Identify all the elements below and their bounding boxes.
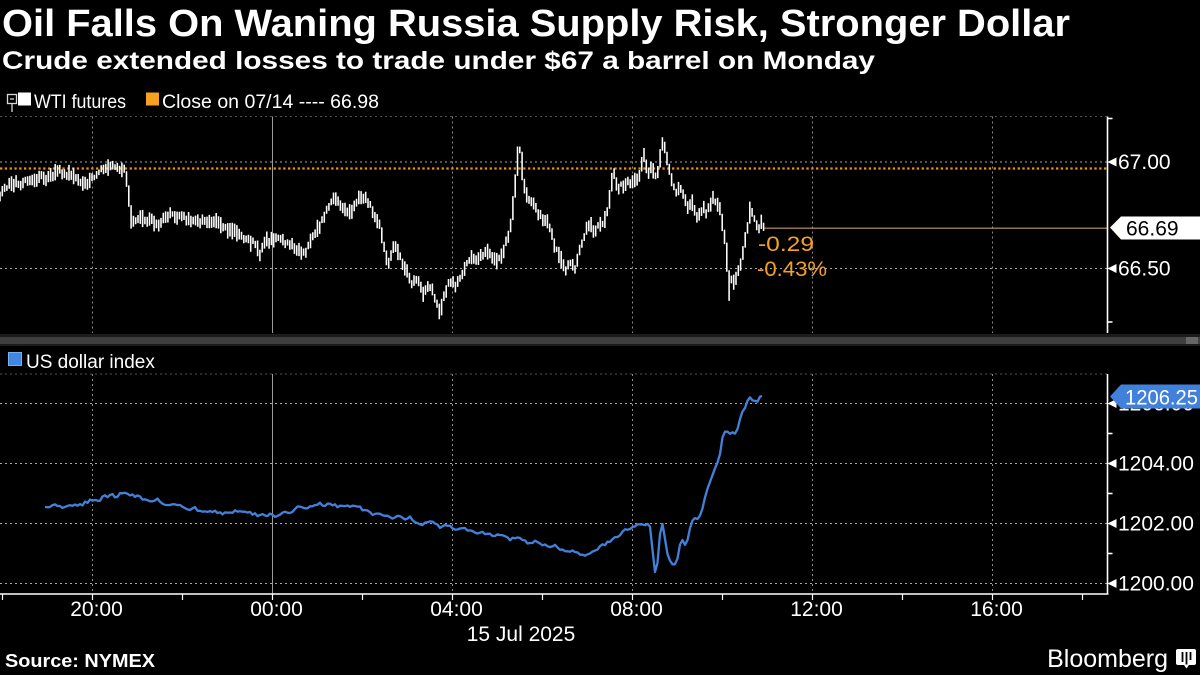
svg-text:1202.00: 1202.00 [1118, 513, 1194, 536]
svg-text:66.69: 66.69 [1126, 218, 1179, 241]
svg-text:00:00: 00:00 [250, 598, 303, 621]
svg-text:Source: NYMEX: Source: NYMEX [5, 651, 155, 671]
svg-text:15 Jul 2025: 15 Jul 2025 [467, 623, 576, 646]
svg-text:WTI futures: WTI futures [34, 92, 126, 113]
svg-text:US dollar index: US dollar index [26, 352, 155, 373]
svg-text:Oil Falls On Waning Russia Sup: Oil Falls On Waning Russia Supply Risk, … [2, 3, 1070, 45]
svg-text:-0.29: -0.29 [758, 233, 814, 256]
svg-text:66.50: 66.50 [1118, 258, 1171, 281]
svg-text:20:00: 20:00 [70, 598, 123, 621]
svg-text:12:00: 12:00 [790, 598, 843, 621]
svg-text:08:00: 08:00 [610, 598, 663, 621]
svg-text:1204.00: 1204.00 [1118, 453, 1194, 476]
svg-text:67.00: 67.00 [1118, 151, 1171, 174]
svg-text:1206.25: 1206.25 [1125, 387, 1198, 410]
svg-text:04:00: 04:00 [430, 598, 483, 621]
svg-text:Bloomberg: Bloomberg [1047, 645, 1168, 673]
svg-text:16:00: 16:00 [970, 598, 1023, 621]
svg-text:Close on 07/14 ---- 66.98: Close on 07/14 ---- 66.98 [162, 92, 379, 113]
svg-text:-0.43%: -0.43% [757, 258, 827, 281]
svg-text:Crude extended losses to trade: Crude extended losses to trade under $67… [2, 47, 875, 75]
svg-text:1200.00: 1200.00 [1118, 573, 1194, 596]
